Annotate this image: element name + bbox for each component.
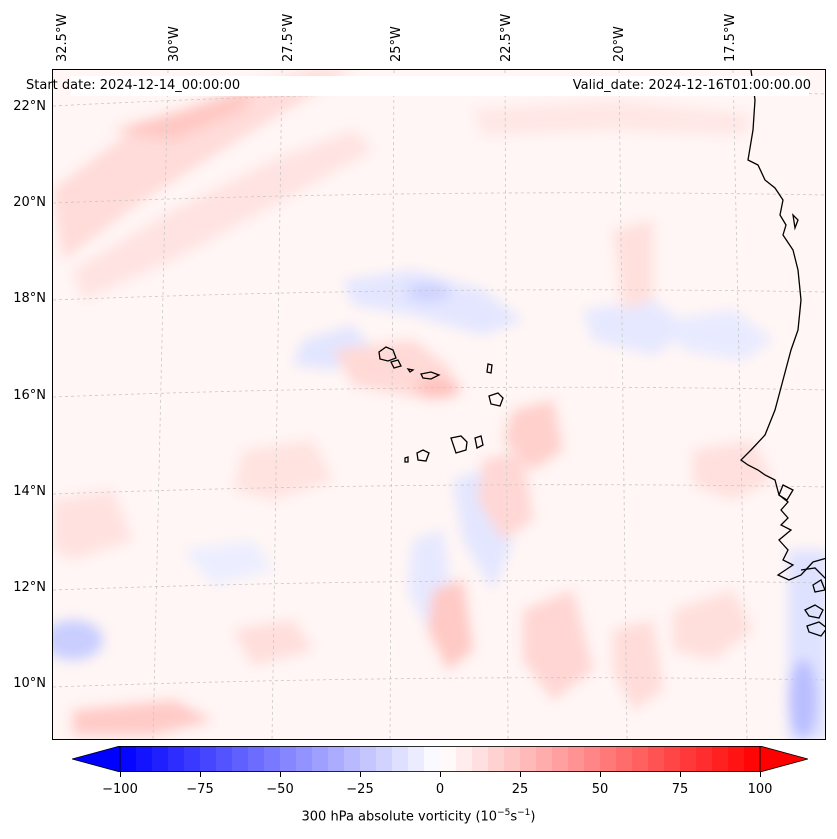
colorbar-cell [616,746,633,772]
colorbar-cell [584,746,601,772]
colorbar-cell [424,746,441,772]
colorbar-cell [440,746,457,772]
colorbar-cell [472,746,489,772]
colorbar-cell [680,746,697,772]
colorbar-cell [296,746,313,772]
colorbar-cell [200,746,217,772]
colorbar-cell [488,746,505,772]
colorbar-tickmark [760,772,761,777]
colorbar-cell [136,746,153,772]
colorbar-cell [344,746,361,772]
colorbar-cell [568,746,585,772]
colorbar-tickmark [600,772,601,777]
colorbar-tick-label: 75 [671,782,689,797]
colorbar-tickmark [440,772,441,777]
colorbar-cell [456,746,473,772]
colorbar-cell [632,746,649,772]
longitude-label: 32.5°W [55,13,70,62]
colorbar-tick-label: −75 [186,782,214,797]
colorbar [72,746,808,772]
start-date-label: Start date: 2024-12-14_00:00:00 [26,78,241,93]
colorbar-cell [280,746,297,772]
colorbar-extend-min [72,746,121,772]
colorbar-cell [600,746,617,772]
colorbar-cell [408,746,425,772]
colorbar-tick-label: −25 [346,782,374,797]
longitude-label: 20°W [612,26,627,62]
longitude-label: 17.5°W [723,13,738,62]
colorbar-cell [696,746,713,772]
colorbar-tick-label: 100 [747,782,773,797]
colorbar-tick-label: −50 [266,782,294,797]
graticule [53,70,825,739]
vorticity-contours [53,70,825,739]
colorbar-tickmark [120,772,121,777]
colorbar-tickmark [280,772,281,777]
latitude-label: 20°N [13,195,46,210]
colorbar-tick-label: 25 [511,782,529,797]
colorbar-cell [504,746,521,772]
colorbar-cell [328,746,345,772]
colorbar-tick-label: 0 [435,782,445,797]
colorbar-cell [184,746,201,772]
colorbar-cell [232,746,249,772]
latitude-label: 16°N [13,388,46,403]
latitude-label: 22°N [13,99,46,114]
colorbar-tickmark [200,772,201,777]
latitude-label: 12°N [13,580,46,595]
longitude-label: 25°W [389,26,404,62]
colorbar-tickmark [680,772,681,777]
colorbar-cell [120,746,137,772]
latitude-label: 14°N [13,484,46,499]
colorbar-cell [360,746,377,772]
valid-date-label: Valid_date: 2024-12-16T01:00:00.00 [572,78,811,93]
colorbar-label: 300 hPa absolute vorticity (10−5s−1) [301,808,536,825]
colorbar-tickmark [520,772,521,777]
colorbar-tick-label: 50 [591,782,609,797]
colorbar-cell [216,746,233,772]
colorbar-cell [392,746,409,772]
colorbar-extend-max [759,746,808,772]
longitude-label: 22.5°W [499,13,514,62]
longitude-label: 27.5°W [281,13,296,62]
vorticity-field [53,70,825,739]
colorbar-cell [648,746,665,772]
date-label-box [71,76,809,96]
coastline [378,70,825,637]
colorbar-cell [728,746,745,772]
colorbar-cell [264,746,281,772]
colorbar-cell [664,746,681,772]
colorbar-cell [152,746,169,772]
latitude-label: 18°N [13,291,46,306]
colorbar-cell [312,746,329,772]
latitude-label: 10°N [13,676,46,691]
map-plot-area [52,69,826,740]
colorbar-cell [536,746,553,772]
colorbar-cell [712,746,729,772]
colorbar-cell [168,746,185,772]
colorbar-tickmark [360,772,361,777]
colorbar-cell [520,746,537,772]
colorbar-cell [248,746,265,772]
colorbar-cell [376,746,393,772]
colorbar-cell [744,746,761,772]
colorbar-tick-label: −100 [102,782,138,797]
colorbar-cell [552,746,569,772]
longitude-label: 30°W [167,26,182,62]
